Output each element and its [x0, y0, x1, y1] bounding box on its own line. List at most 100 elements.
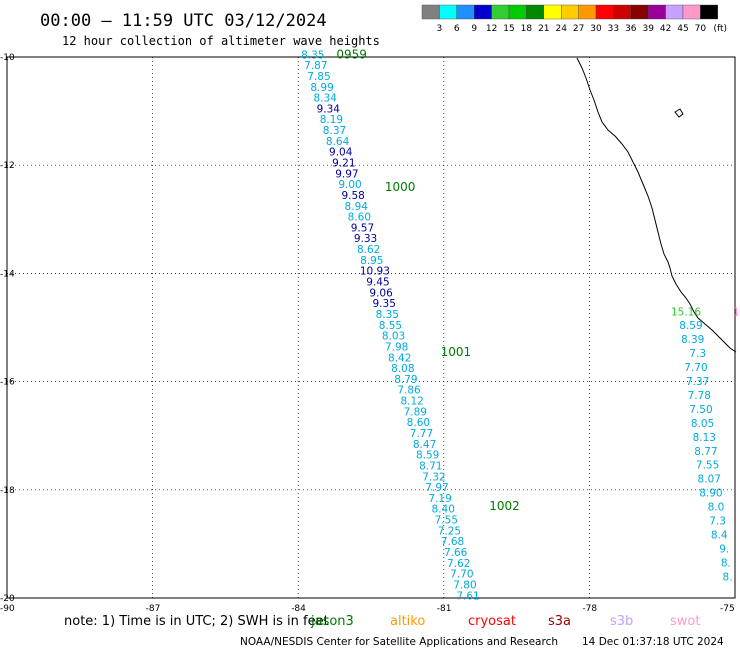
wave-height-label: 7.3 — [709, 516, 726, 528]
wave-height-label: 7.25 — [438, 525, 461, 537]
wave-height-label: 8.35 — [376, 309, 399, 321]
wave-height-label: 8.59 — [416, 450, 439, 462]
map-title: 00:00 – 11:59 UTC 03/12/2024 — [40, 11, 327, 31]
colorbar-label: 30 — [590, 24, 602, 34]
wave-height-label: 8.79 — [394, 374, 417, 386]
wave-height-label: 7.86 — [397, 385, 421, 397]
lat-tick-label: -14 — [0, 269, 15, 279]
wave-height-label: 8.62 — [357, 244, 380, 256]
colorbar-label: 21 — [538, 24, 549, 34]
sat-s3b: s3b — [610, 614, 633, 629]
colorbar-label: 33 — [608, 24, 619, 34]
plot-frame — [6, 56, 736, 599]
colorbar-swatch — [578, 4, 597, 20]
lon-tick-label: -78 — [582, 604, 597, 614]
time-label: 0959 — [336, 47, 367, 61]
wave-height-label: 7.55 — [696, 460, 719, 472]
colorbar-label: 36 — [625, 24, 637, 34]
wave-height-label: 10.93 — [360, 266, 390, 278]
wave-height-label: 8.77 — [694, 446, 717, 458]
wave-height-label: 8.99 — [310, 82, 333, 94]
sat-swot: swot — [670, 614, 700, 629]
colorbar-label: 24 — [555, 24, 567, 34]
plot-area: 8.357.877.858.998.349.348.198.378.649.04… — [6, 47, 740, 602]
lon-tick-label: -84 — [291, 604, 306, 614]
wave-height-label: 8.94 — [345, 201, 369, 213]
lat-tick-label: -18 — [0, 486, 15, 496]
wave-height-label: 9.58 — [341, 190, 364, 202]
colorbar-swatch — [526, 4, 545, 20]
colorbar-swatch — [682, 4, 701, 20]
wave-height-label: 8.34 — [313, 93, 337, 105]
coastline — [576, 57, 737, 353]
wave-height-label: 8.05 — [691, 418, 714, 430]
wave-height-label: 8.64 — [326, 136, 350, 148]
wave-height-label: 9. — [719, 543, 729, 555]
map-subtitle: 12 hour collection of altimeter wave hei… — [62, 34, 380, 48]
colorbar-label: 12 — [486, 24, 497, 34]
colorbar-swatch — [665, 4, 684, 20]
wave-height-label: 7.85 — [307, 71, 330, 83]
lat-tick-label: -20 — [0, 594, 15, 604]
wave-height-label: 7.37 — [686, 376, 709, 388]
sat-cryosat: cryosat — [468, 614, 516, 629]
wave-height-label: 8.55 — [379, 320, 402, 332]
wave-height-label: 8.71 — [419, 460, 442, 472]
axis-ticks: -90 -87 -84 -81 -78 -75 -10 -12 -14 -16 -18 -20 — [0, 53, 735, 614]
colorbar-swatch — [613, 4, 632, 20]
sat-altiko: altiko — [390, 614, 425, 629]
colorbar-label: 18 — [521, 24, 533, 34]
island — [674, 108, 684, 118]
wave-height-label: 9.34 — [317, 103, 341, 115]
wave-height-label: 8.4 — [711, 530, 728, 542]
wave-height-label: 7.50 — [689, 404, 712, 416]
colorbar-swatch — [543, 4, 562, 20]
wave-height-label: 9.33 — [354, 233, 377, 245]
colorbar-label: 3 — [437, 24, 443, 34]
lon-tick-label: -87 — [146, 604, 161, 614]
time-label: 1000 — [385, 180, 416, 194]
wave-height-label: 7.97 — [425, 482, 448, 494]
wave-height-label: 9.97 — [335, 168, 358, 180]
colorbar-swatch — [561, 4, 579, 20]
wave-height-label: 8.40 — [432, 504, 455, 516]
colorbar-label: 15 — [503, 24, 514, 34]
edge-marker: 1 — [733, 306, 740, 318]
wave-height-label: 8. — [721, 557, 731, 569]
lat-tick-label: -10 — [0, 53, 15, 63]
track-main: 8.357.877.858.998.349.348.198.378.649.04… — [301, 49, 480, 602]
wave-height-label: 8.19 — [320, 114, 343, 126]
wave-height-label: 7.3 — [689, 348, 706, 360]
credit-text: NOAA/NESDIS Center for Satellite Applica… — [240, 636, 558, 648]
colorbar-unit: (ft) — [713, 24, 727, 34]
wave-height-label: 7.19 — [428, 493, 451, 505]
colorbar-label: 27 — [573, 24, 584, 34]
wave-height-label: 7.32 — [422, 471, 445, 483]
colorbar-swatch — [491, 4, 510, 20]
wave-height-label: 8.37 — [323, 125, 346, 137]
note-text: note: 1) Time is in UTC; 2) SWH is in fe… — [64, 614, 329, 629]
wave-height-label: 7.87 — [304, 60, 327, 72]
colorbar-label: 45 — [677, 24, 688, 34]
colorbar-swatch — [648, 4, 666, 20]
wave-height-label: 8.35 — [301, 49, 324, 61]
wave-height-label: 8.42 — [388, 352, 411, 364]
lat-tick-label: -16 — [0, 378, 15, 388]
colorbar-swatch — [700, 4, 719, 20]
wave-height-label: 8.0 — [708, 502, 725, 514]
timestamp-text: 14 Dec 01:37:18 UTC 2024 — [582, 636, 724, 648]
wave-height-label: 8.60 — [348, 212, 371, 224]
wave-height-label: 7.61 — [456, 590, 479, 602]
wave-height-label: 8.47 — [413, 439, 436, 451]
wave-height-label: 8.08 — [391, 363, 414, 375]
time-labels: 0959 1000 1001 1002 — [336, 47, 519, 513]
wave-height-label: 9.00 — [338, 179, 361, 191]
wave-height-label: 7.70 — [450, 569, 473, 581]
wave-height-label: 8.39 — [681, 334, 704, 346]
colorbar-swatch — [456, 4, 475, 20]
colorbar-legend: 3 6 9 12 15 18 21 24 27 30 33 36 39 42 45 70 (ft) — [421, 4, 727, 34]
wave-height-label: 7.55 — [435, 515, 458, 527]
colorbar-swatch — [595, 4, 614, 20]
wave-height-label: 7.77 — [410, 428, 433, 440]
